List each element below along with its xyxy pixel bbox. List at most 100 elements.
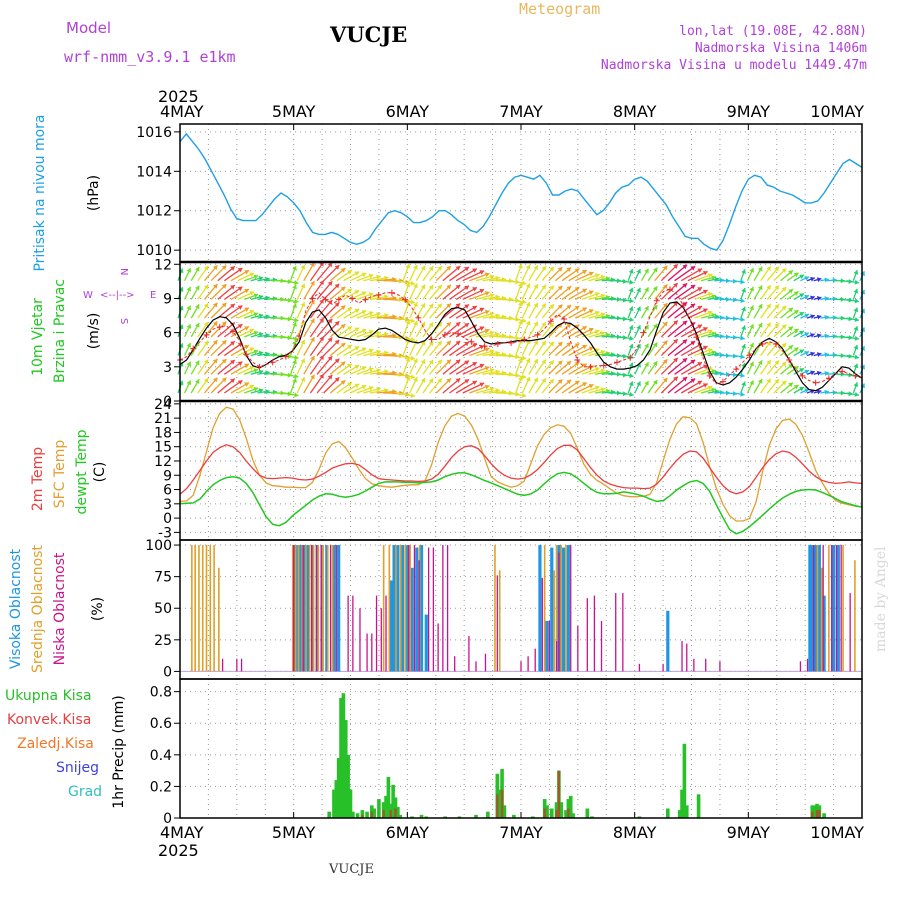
cloud-bar <box>419 545 424 672</box>
wind-arrow-head <box>455 284 461 290</box>
credit-label: made by Angel <box>873 546 889 653</box>
y-tick-label: 12 <box>154 454 172 470</box>
wind-gust-marker <box>243 351 250 358</box>
cloud-bar <box>306 545 310 672</box>
dewpt-line <box>179 471 863 535</box>
wind-arrow-head <box>682 283 688 288</box>
wind-arrow <box>680 342 703 357</box>
wind-arrow-head <box>533 340 538 345</box>
wind-arrow-head <box>600 368 606 374</box>
cloud-bar <box>240 658 243 672</box>
x-tick-label-bottom: 8MAY <box>613 823 657 842</box>
wind-arrow-head <box>644 324 649 330</box>
cloud-bar <box>221 658 224 672</box>
wind-arrow-head <box>711 368 716 374</box>
cloud-bar <box>555 545 558 672</box>
wind-arrow <box>455 361 478 375</box>
wind-arrow-head <box>455 266 461 271</box>
wind-arrow-head <box>428 303 434 309</box>
wind-gust-marker <box>799 372 806 379</box>
wind-arrow-head <box>854 317 859 323</box>
precip-bar <box>341 693 346 818</box>
x-tick-label-top: 4MAY <box>160 102 204 121</box>
wind-arrow-head <box>455 378 461 383</box>
wind-arrow-head <box>793 272 799 278</box>
wind-gust-marker <box>388 289 395 296</box>
precip-bar <box>549 808 554 818</box>
wind-arrow-head <box>294 354 299 360</box>
wind-arrow-head <box>464 304 469 309</box>
wind-arrow-head <box>249 291 254 296</box>
wind-arrow-head <box>629 391 634 397</box>
wind-arrow-head <box>757 360 763 366</box>
wind-gust-marker <box>481 343 488 350</box>
wind-arrow-head <box>799 312 804 317</box>
wind-arrow-head <box>574 268 580 273</box>
wind-arrow-head <box>757 266 763 272</box>
y-tick-label: 1010 <box>136 243 172 259</box>
cloud-bar <box>494 545 496 672</box>
wind-arrow-head <box>788 382 793 388</box>
wind-arrow-head <box>310 374 315 380</box>
cloud-bar <box>662 663 664 672</box>
wind-arrow-head <box>294 373 299 379</box>
wind-arrow-head <box>557 341 563 347</box>
wind-arrow-head <box>310 281 315 286</box>
cloud-bar <box>498 570 501 672</box>
wind-arrow-head <box>673 283 678 288</box>
wind-arrow-head <box>697 268 703 273</box>
cloud-bar <box>218 567 220 672</box>
wind-arrow-head <box>652 267 658 273</box>
wind-arrow-head <box>799 349 804 354</box>
wind-arrow-head <box>230 285 235 290</box>
wind-arrow-head <box>628 306 634 312</box>
y-tick-label: 12 <box>154 257 172 273</box>
wind-arrow-head <box>574 305 580 311</box>
wind-gust-marker <box>547 318 554 325</box>
wind-arrow-head <box>310 299 315 305</box>
wind-arrow-head <box>533 265 538 271</box>
wind-arrow-head <box>521 318 527 323</box>
wind-arrow-head <box>566 286 572 291</box>
wind-arrow-head <box>300 339 306 345</box>
wind-gust-marker <box>508 339 515 346</box>
cloud-bar <box>541 577 543 672</box>
wind-gust-marker <box>415 314 422 321</box>
cloud-bar <box>811 545 815 672</box>
wind-arrow-head <box>549 379 554 384</box>
cloud-bar <box>320 545 324 672</box>
wind-arrow-head <box>410 318 415 324</box>
wind-gust-marker <box>282 353 289 360</box>
wind-gust-marker <box>733 366 740 373</box>
wind-arrow-head <box>376 386 381 392</box>
wind-arrow-head <box>629 279 634 285</box>
wind-gust-marker <box>600 362 607 369</box>
precip-bar <box>396 806 400 818</box>
wind-arrow-head <box>774 322 779 328</box>
cloud-bar <box>326 545 329 672</box>
precip-bar <box>637 816 642 818</box>
wind-arrow-head <box>644 380 649 386</box>
wind-arrow-head <box>437 341 442 346</box>
cloud-bar <box>813 545 818 672</box>
cloud-bar <box>320 545 322 672</box>
wind-gust-marker <box>812 379 819 386</box>
precip-bar <box>365 811 369 818</box>
wind-arrow-head <box>690 285 696 290</box>
wind-arrow-head <box>479 270 485 275</box>
wind-gust-marker <box>190 345 197 352</box>
wind-arrow-head <box>662 321 668 327</box>
wind-arrow-head <box>221 377 227 383</box>
wind-arrow-head <box>368 348 374 354</box>
station-coords: lon,lat (19.08E, 42.88N) <box>679 24 867 39</box>
cloud-bar <box>409 545 411 672</box>
wind-arrow-head <box>292 284 297 290</box>
wind-arrow <box>667 301 688 319</box>
cloud-bar <box>399 545 402 672</box>
wind-arrow-head <box>853 288 859 294</box>
wind-arrow-head <box>310 337 315 342</box>
wind-arrow-head <box>178 380 184 386</box>
cloud-bar <box>577 625 579 672</box>
wind-arrow-head <box>521 392 527 398</box>
wind-arrow-head <box>212 377 218 383</box>
